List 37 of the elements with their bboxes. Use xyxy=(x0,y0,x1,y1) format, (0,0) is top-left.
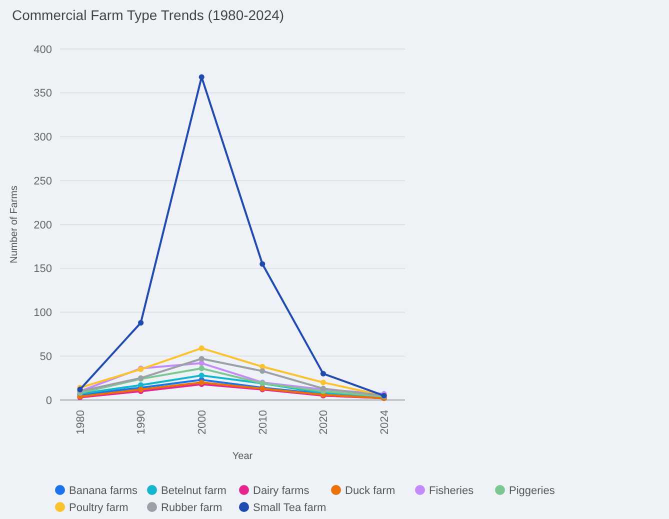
y-tick-label: 400 xyxy=(34,44,52,56)
legend-label: Rubber farm xyxy=(161,502,222,514)
point xyxy=(260,368,266,374)
y-tick-label: 100 xyxy=(34,307,52,320)
x-tick-label: 2020 xyxy=(318,410,330,434)
y-tick-label: 200 xyxy=(34,219,52,232)
x-tick-label: 2024 xyxy=(378,410,391,434)
legend-label: Banana farms xyxy=(69,484,138,497)
legend-label: Piggeries xyxy=(509,484,556,497)
point xyxy=(198,366,204,372)
x-tick-label: 1980 xyxy=(74,410,87,434)
x-axis-title: Year xyxy=(232,451,254,462)
y-axis-title: Number of Farms xyxy=(9,186,20,264)
y-tick-label: 50 xyxy=(40,350,52,363)
x-tick-label: 1990 xyxy=(136,410,148,434)
point xyxy=(138,320,144,326)
y-tick-label: 150 xyxy=(34,263,52,276)
legend-label: Dairy farms xyxy=(253,484,310,497)
x-tick-label: 2010 xyxy=(257,410,270,434)
y-tick-label: 0 xyxy=(46,394,52,407)
point xyxy=(198,372,204,378)
x-tick-label: 2000 xyxy=(196,410,208,434)
legend-label: Duck farm xyxy=(345,484,396,497)
y-tick-label: 350 xyxy=(34,88,52,100)
legend-label: Poultry farm xyxy=(69,502,128,514)
point xyxy=(198,74,204,80)
chart-title: Commercial Farm Type Trends (1980-2024) xyxy=(12,7,284,23)
legend-label: Fisheries xyxy=(429,484,474,497)
point xyxy=(320,380,326,386)
legend-label: Betelnut farm xyxy=(161,484,226,497)
point xyxy=(260,261,266,267)
point xyxy=(198,345,204,352)
y-tick-label: 300 xyxy=(34,132,52,144)
point xyxy=(320,370,326,376)
point xyxy=(198,356,204,362)
y-tick-label: 250 xyxy=(34,175,52,188)
legend-label: Small Tea farm xyxy=(253,502,326,514)
